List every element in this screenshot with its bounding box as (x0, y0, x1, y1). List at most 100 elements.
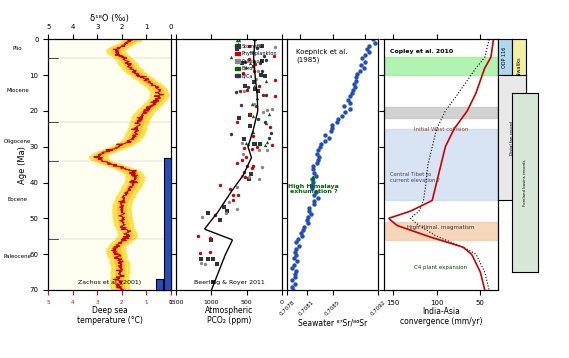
Stomata (257, 58, 266, 64)
Stomata (222, 208, 232, 214)
Point (364, 49, 373, 55)
Boron (246, 60, 255, 66)
Point (370, 40, 379, 45)
Paleosols (237, 173, 246, 179)
Paleosols (254, 176, 263, 182)
Text: Eocene: Eocene (8, 198, 28, 202)
Text: High Himal. magmatism: High Himal. magmatism (407, 225, 475, 230)
Point (314, 157, 323, 163)
Boron (233, 41, 242, 47)
Point (363, 46, 372, 52)
Point (361, 52, 370, 58)
Y-axis label: Age (Ma): Age (Ma) (18, 146, 27, 184)
Point (356, 68, 365, 74)
Stomata (204, 256, 213, 262)
Point (312, 160, 321, 166)
Phytoplankton (240, 146, 249, 151)
Point (288, 284, 297, 290)
Point (327, 129, 336, 134)
Phytoplankton (249, 63, 258, 69)
Stomata (208, 279, 217, 285)
Point (324, 135, 333, 141)
Boron (249, 58, 258, 63)
Point (313, 151, 322, 156)
Boron (263, 139, 272, 145)
Point (287, 277, 296, 283)
Text: Foreland basins records: Foreland basins records (523, 159, 527, 206)
Point (358, 55, 367, 61)
Paleosols (247, 49, 256, 55)
Stomata (240, 136, 249, 142)
Boron (261, 120, 270, 126)
Text: ODP 116: ODP 116 (502, 47, 508, 68)
Point (321, 132, 330, 137)
Phytoplankton (252, 144, 261, 150)
Phytoplankton (251, 103, 261, 109)
Point (292, 258, 301, 264)
Text: Zachos et al. (2001): Zachos et al. (2001) (78, 280, 141, 285)
Point (308, 183, 317, 188)
Point (297, 230, 306, 236)
Phytoplankton (244, 57, 253, 62)
B/Ca (262, 57, 271, 62)
Stomata (261, 73, 270, 79)
Point (291, 240, 300, 245)
Paleosols (240, 88, 249, 94)
Point (345, 93, 354, 99)
Phytoplankton (247, 165, 256, 171)
B/Ca (254, 116, 263, 122)
Point (344, 97, 353, 102)
Point (310, 170, 319, 175)
Boron (252, 95, 261, 101)
Point (365, 43, 374, 49)
Point (321, 138, 330, 144)
Point (299, 224, 308, 229)
Boron (248, 129, 257, 135)
Boron (261, 142, 270, 148)
Stomata (213, 261, 222, 266)
B/Ca (256, 61, 265, 66)
Point (308, 166, 318, 172)
Text: Koepnick et al.
(1985): Koepnick et al. (1985) (296, 49, 348, 63)
B/Ca (244, 84, 253, 90)
B/Ca (261, 92, 270, 98)
Point (345, 106, 354, 112)
Point (292, 246, 301, 252)
B/Ca (260, 53, 269, 59)
B/Ca (232, 89, 241, 95)
Point (314, 154, 323, 160)
Phytoplankton (270, 77, 279, 83)
Phytoplankton (235, 88, 244, 93)
Phytoplankton (195, 251, 204, 256)
Point (353, 71, 362, 77)
Boron (233, 38, 242, 43)
Point (338, 113, 347, 118)
Boron (244, 141, 253, 147)
Point (291, 252, 300, 258)
Paleosols (237, 141, 246, 146)
Paleosols (254, 43, 263, 48)
Phytoplankton (246, 112, 255, 117)
Phytoplankton (232, 160, 241, 166)
Phytoplankton (258, 92, 267, 97)
Point (307, 211, 316, 217)
Point (351, 78, 360, 83)
Phytoplankton (251, 61, 260, 67)
Paleosols (232, 185, 241, 190)
Point (345, 100, 354, 106)
Phytoplankton (242, 163, 251, 169)
Stomata (245, 123, 254, 129)
Text: Plio: Plio (13, 47, 23, 51)
Phytoplankton (270, 93, 279, 99)
B/Ca (264, 135, 273, 141)
Boron (248, 101, 257, 106)
Point (298, 227, 307, 233)
Text: High Himalaya
exhumation ?: High Himalaya exhumation ? (288, 177, 339, 194)
Point (349, 87, 358, 93)
Text: Central Tibet to
current elevation ?: Central Tibet to current elevation ? (390, 172, 439, 183)
Stomata (255, 141, 265, 147)
Boron (264, 111, 273, 117)
Point (328, 125, 337, 131)
Stomata (234, 115, 244, 121)
Stomata (256, 72, 265, 77)
